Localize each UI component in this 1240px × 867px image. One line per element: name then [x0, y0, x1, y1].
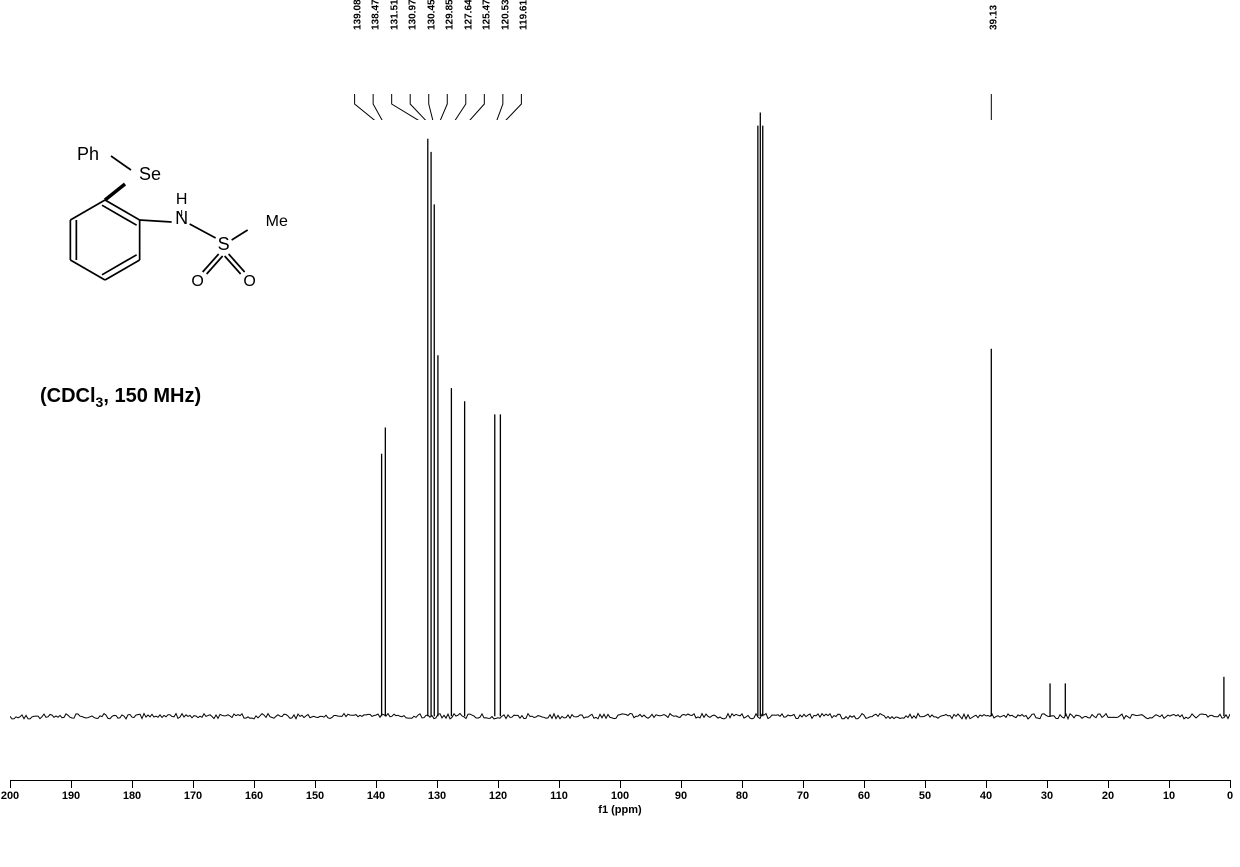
svg-text:Me: Me	[266, 213, 288, 230]
x-tick-label: 20	[1102, 790, 1114, 802]
x-axis-title: f1 (ppm)	[598, 804, 641, 816]
x-tick-label: 150	[306, 790, 324, 802]
svg-text:O: O	[191, 273, 203, 290]
x-tick-label: 200	[1, 790, 19, 802]
x-tick-label: 160	[245, 790, 263, 802]
x-tick-label: 100	[611, 790, 629, 802]
x-tick-label: 190	[62, 790, 80, 802]
x-tick-label: 180	[123, 790, 141, 802]
x-tick-label: 10	[1163, 790, 1175, 802]
molecule-structure: SePhNHSOOMe	[35, 110, 345, 320]
x-tick-label: 90	[675, 790, 687, 802]
svg-text:H: H	[176, 191, 188, 208]
x-tick-label: 0	[1227, 790, 1233, 802]
svg-text:Ph: Ph	[77, 144, 99, 164]
x-tick-label: 110	[550, 790, 568, 802]
svg-text:Se: Se	[139, 164, 161, 184]
x-tick-label: 50	[919, 790, 931, 802]
x-tick-label: 80	[736, 790, 748, 802]
x-tick-label: 170	[184, 790, 202, 802]
x-tick-label: 140	[367, 790, 385, 802]
x-tick-label: 70	[797, 790, 809, 802]
x-tick-label: 130	[428, 790, 446, 802]
svg-text:O: O	[243, 273, 255, 290]
svg-text:S: S	[218, 234, 230, 254]
x-tick-label: 30	[1041, 790, 1053, 802]
x-tick-label: 120	[489, 790, 507, 802]
nmr-conditions-label: (CDCl3, 150 MHz)	[40, 385, 201, 410]
x-tick-label: 60	[858, 790, 870, 802]
x-axis: 2001901801701601501401301201101009080706…	[10, 780, 1230, 820]
x-tick-label: 40	[980, 790, 992, 802]
